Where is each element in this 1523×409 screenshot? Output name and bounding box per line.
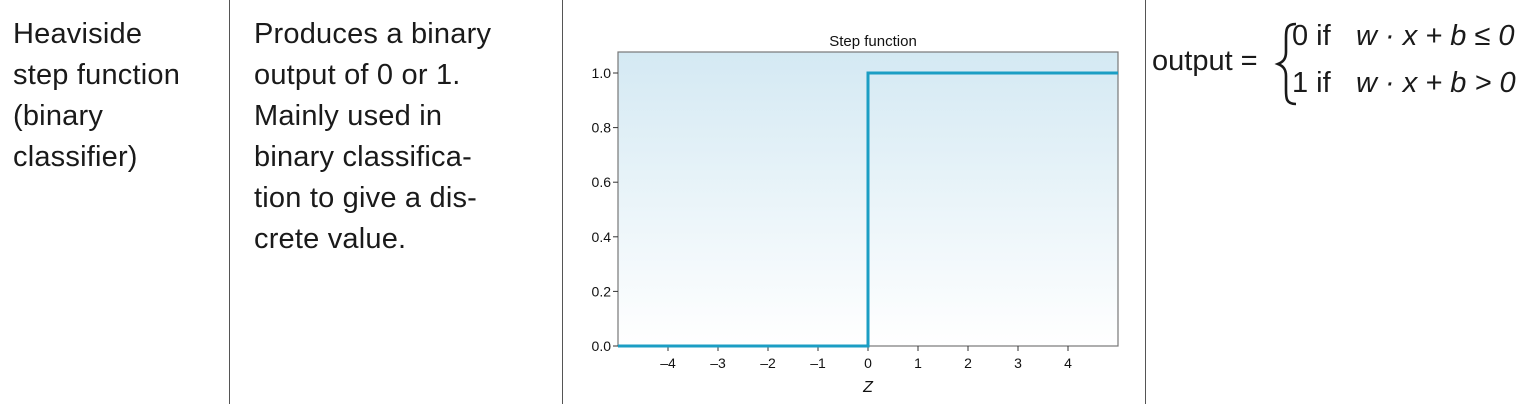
formula-cell: output = 0 if w · x + b ≤ 0 1 if w · x +…	[1145, 0, 1523, 404]
y-tick-label: 0.2	[592, 283, 612, 299]
x-tick-label: 4	[1064, 355, 1072, 371]
description-cell: Produces a binary output of 0 or 1. Main…	[229, 0, 562, 404]
x-tick-label: –4	[660, 355, 676, 371]
x-tick-label: 0	[864, 355, 872, 371]
x-axis-label: Z	[862, 379, 874, 396]
case1-value: 1 if	[1292, 67, 1332, 99]
x-tick-label: 2	[964, 355, 972, 371]
case1-condition: w · x + b > 0	[1356, 67, 1516, 99]
y-tick-label: 0.8	[592, 120, 612, 136]
chart-cell: Step function 0.0 0.2 0.4 0.6 0.8 1.0 –4 –3 –2 –1…	[562, 0, 1145, 404]
step-series-line	[618, 71, 1118, 348]
function-name: Heaviside step function (binary classifi…	[13, 18, 181, 173]
x-tick-label: –3	[710, 355, 726, 371]
case0-value: 0 if	[1292, 20, 1332, 52]
y-tick-label: 0.6	[592, 174, 612, 190]
chart-title: Step function	[829, 33, 917, 50]
brace-icon	[1274, 22, 1297, 106]
x-tick-label: –1	[810, 355, 826, 371]
y-tick-label: 0.4	[592, 229, 612, 245]
x-tick-label: 1	[914, 355, 922, 371]
x-tick-label: 3	[1014, 355, 1022, 371]
piecewise-formula: output = 0 if w · x + b ≤ 0 1 if w · x +…	[1152, 20, 1516, 106]
case0-condition: w · x + b ≤ 0	[1356, 20, 1515, 52]
name-cell: Heaviside step function (binary classifi…	[0, 0, 229, 404]
function-description: Produces a binary output of 0 or 1. Main…	[254, 18, 492, 255]
y-tick-label: 1.0	[592, 65, 612, 81]
x-tick-label: –2	[760, 355, 776, 371]
formula-lhs: output =	[1152, 45, 1258, 77]
step-function-chart: Step function 0.0 0.2 0.4 0.6 0.8 1.0 –4 –3 –2 –1…	[592, 33, 1119, 396]
y-tick-label: 0.0	[592, 338, 612, 354]
